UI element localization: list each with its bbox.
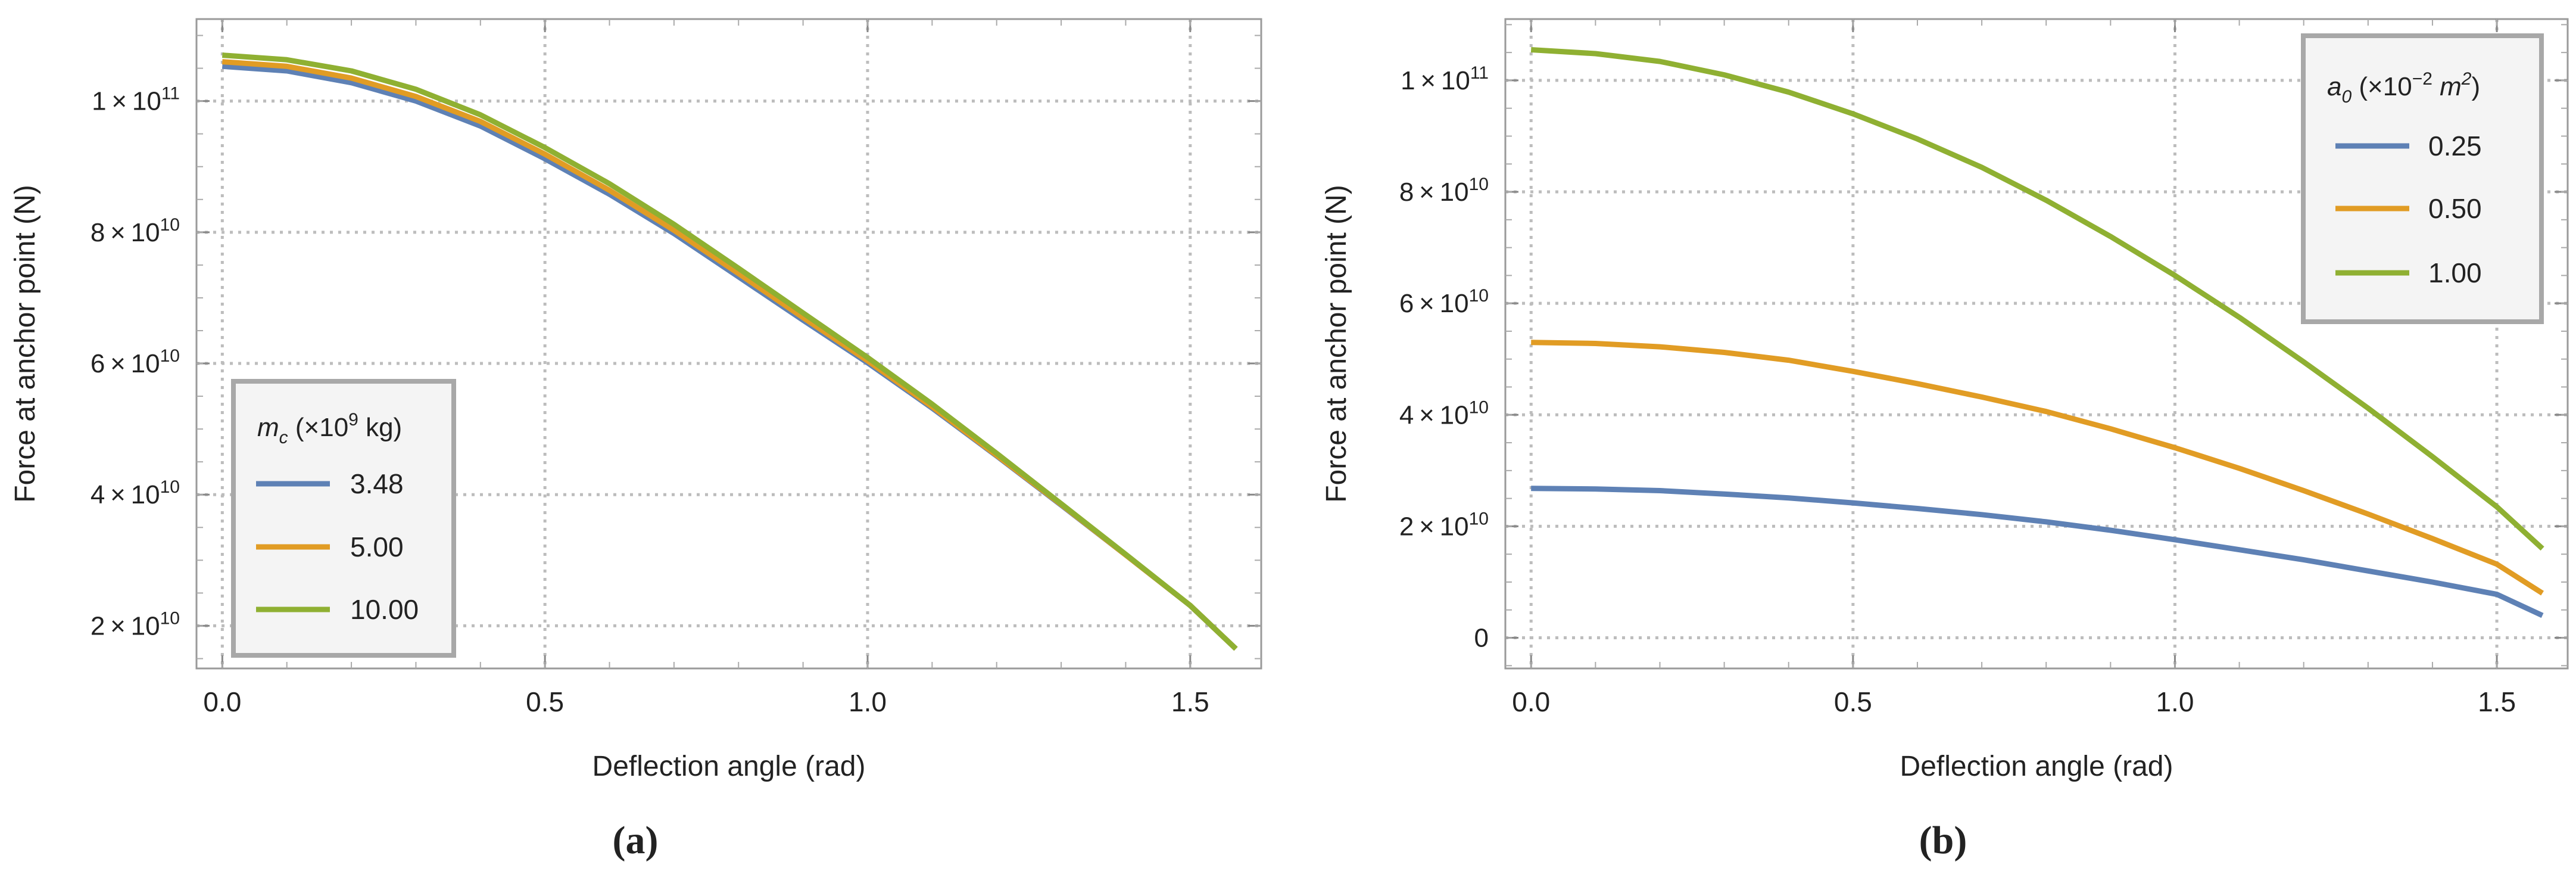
y-tick-label: 4 × 1010 [91, 477, 180, 509]
x-tick-label: 1.0 [849, 686, 887, 717]
y-axis-label: Force at anchor point (N) [1321, 185, 1352, 503]
series-line-0-25 [1531, 486, 2544, 618]
y-tick-label: 8 × 1010 [1399, 175, 1489, 207]
y-tick-label: 0 [1474, 624, 1489, 653]
y-tick-label: 1 × 1011 [92, 84, 180, 116]
series-line-1-00 [1530, 47, 2544, 551]
legend: mc (×109 kg) 3.48 5.00 10.00 [231, 379, 456, 658]
plot-frame [195, 18, 1262, 670]
legend-title: mc (×109 kg) [257, 410, 402, 447]
x-tick-label: 1.5 [1171, 686, 1209, 717]
x-axis-label: Deflection angle (rad) [592, 751, 866, 782]
x-tick-label: 0.0 [1512, 686, 1550, 717]
legend-entry-label: 5.00 [350, 531, 404, 562]
plot-frame [1504, 18, 2569, 670]
y-tick-label: 2 × 1010 [91, 608, 180, 640]
legend-title: a0 (×10−2 m2) [2327, 69, 2480, 107]
legend-entry-label: 10.00 [350, 594, 419, 625]
y-tick-label: 2 × 1010 [1399, 509, 1489, 541]
legend: a0 (×10−2 m2) 0.25 0.50 1.00 [2301, 33, 2544, 324]
panel-caption: (b) [1919, 819, 1967, 862]
series-line-10-00 [222, 52, 1238, 651]
y-axis-label: Force at anchor point (N) [10, 185, 41, 503]
legend-entry-label: 0.25 [2428, 130, 2482, 161]
y-tick-label: 4 × 1010 [1399, 397, 1489, 430]
x-tick-label: 0.0 [203, 686, 241, 717]
x-tick-label: 0.5 [1834, 686, 1872, 717]
panel-caption: (a) [613, 819, 659, 862]
y-tick-label: 1 × 1011 [1401, 63, 1489, 95]
x-tick-label: 1.0 [2156, 686, 2194, 717]
x-axis-label: Deflection angle (rad) [1900, 751, 2173, 782]
chart-panel-a: 0.0 0.5 1.0 1.5 2 × 1010 4 × 1010 6 × 1010 8 × … [10, 18, 1262, 862]
y-tick-label: 6 × 1010 [91, 346, 180, 378]
chart-panel-b: 0.0 0.5 1.0 1.5 0 2 × 1010 4 × 1010 6 × 1010 8 ×… [1321, 18, 2569, 862]
y-tick-label: 8 × 1010 [91, 215, 180, 247]
legend-entry-label: 3.48 [350, 468, 404, 499]
legend-entry-label: 1.00 [2428, 257, 2482, 288]
y-tick-label: 6 × 1010 [1399, 286, 1489, 318]
x-tick-label: 1.5 [2478, 686, 2516, 717]
x-tick-label: 0.5 [526, 686, 564, 717]
series-line-0-50 [1531, 340, 2544, 596]
legend-entry-label: 0.50 [2428, 193, 2482, 224]
